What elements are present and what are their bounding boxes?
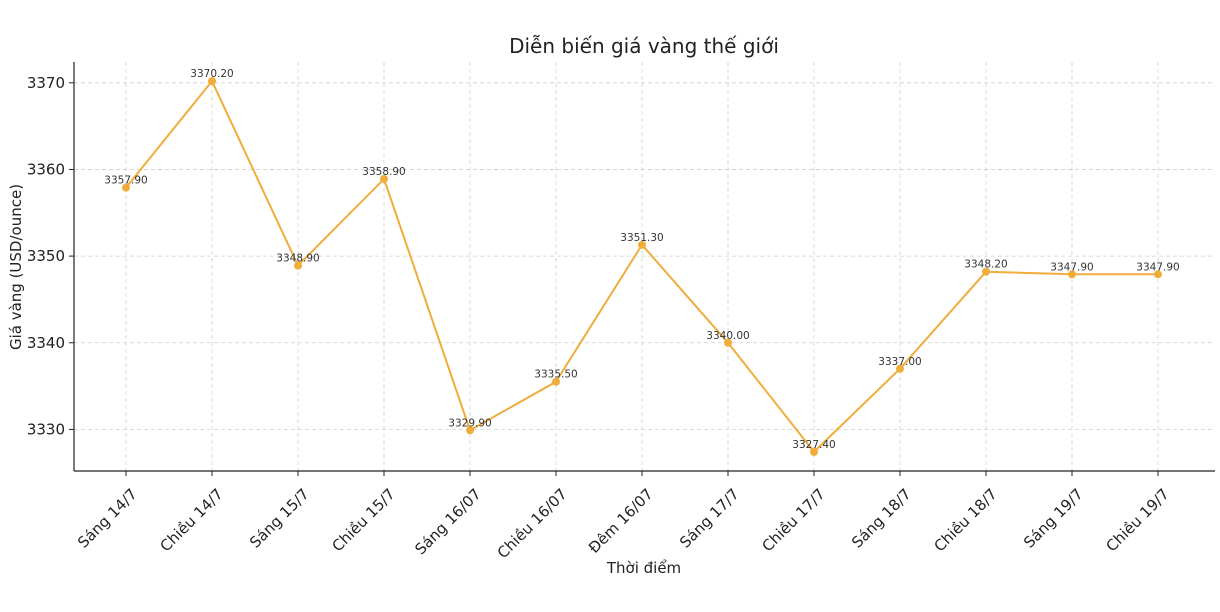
y-tick-label: 3360 xyxy=(27,160,65,178)
x-tick-label: Sáng 16/07 xyxy=(411,485,484,558)
data-point xyxy=(294,261,302,270)
data-point xyxy=(552,377,560,386)
x-tick-label: Sáng 18/7 xyxy=(848,485,915,552)
chart-title: Diễn biến giá vàng thế giới xyxy=(509,34,779,58)
data-point xyxy=(208,77,216,86)
x-tick-label: Sáng 19/7 xyxy=(1020,485,1087,552)
x-tick-label: Chiều 19/7 xyxy=(1103,485,1173,555)
data-point xyxy=(982,267,990,276)
data-point xyxy=(466,426,474,435)
data-point xyxy=(638,240,646,249)
axes: 3330 3340 3350 3360 3370 Sáng 14/7 Chiều 14/7 S… xyxy=(27,62,1215,562)
data-point xyxy=(724,338,732,347)
y-axis-label: Giá vàng (USD/ounce) xyxy=(7,184,25,350)
data-point xyxy=(380,174,388,183)
x-tick-label: Chiều 18/7 xyxy=(931,485,1001,555)
y-tick-label: 3330 xyxy=(27,420,65,438)
data-label: 3327.40 xyxy=(792,439,835,451)
x-tick-label: Chiều 16/07 xyxy=(494,485,571,562)
x-tick-label: Sáng 14/7 xyxy=(74,485,141,552)
series-line: 3357.90 3370.20 3348.90 3358.90 3329.90 3335.… xyxy=(104,68,1180,456)
x-axis-label: Thời điểm xyxy=(606,559,681,577)
data-label: 3348.90 xyxy=(276,253,319,265)
data-label: 3358.90 xyxy=(362,166,405,178)
data-label: 3348.20 xyxy=(964,259,1007,271)
data-label: 3357.90 xyxy=(104,175,147,187)
data-point xyxy=(1154,270,1162,279)
x-tick-label: Sáng 15/7 xyxy=(246,485,313,552)
data-label: 3347.90 xyxy=(1136,261,1179,273)
x-tick-label: Đêm 16/07 xyxy=(585,485,657,557)
data-label: 3340.00 xyxy=(706,330,749,342)
x-tick-label: Chiều 14/7 xyxy=(157,485,227,555)
x-tick-label: Chiều 15/7 xyxy=(329,485,399,555)
data-point xyxy=(122,183,130,192)
data-label: 3351.30 xyxy=(620,232,663,244)
data-label: 3337.00 xyxy=(878,356,921,368)
y-tick-label: 3340 xyxy=(27,334,65,352)
data-point xyxy=(1068,270,1076,279)
data-label: 3329.90 xyxy=(448,417,491,429)
data-point xyxy=(810,447,818,456)
y-tick-label: 3370 xyxy=(27,74,65,92)
data-label: 3335.50 xyxy=(534,369,577,381)
x-tick-label: Sáng 17/7 xyxy=(676,485,743,552)
y-tick-label: 3350 xyxy=(27,247,65,265)
x-tick-label: Chiều 17/7 xyxy=(759,485,829,555)
data-point xyxy=(896,364,904,373)
data-label: 3370.20 xyxy=(190,68,233,80)
data-label: 3347.90 xyxy=(1050,261,1093,273)
grid xyxy=(74,62,1215,471)
